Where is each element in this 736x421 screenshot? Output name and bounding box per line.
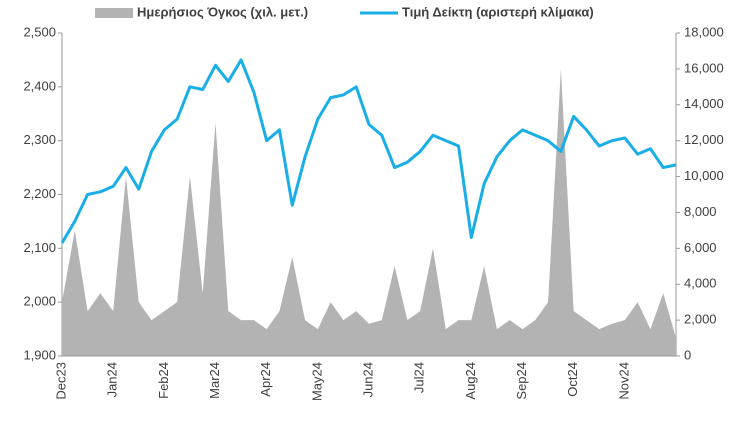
x-tick-label: Jan24 — [105, 362, 120, 397]
x-tick-label: Sep24 — [514, 362, 529, 400]
y-tick-label: 2,400 — [23, 78, 56, 93]
y2-tick-label: 2,000 — [684, 312, 717, 327]
y-tick-label: 1,900 — [23, 347, 56, 362]
y-tick-label: 2,200 — [23, 186, 56, 201]
volume-area — [62, 68, 676, 356]
legend-label: Τιμή Δείκτη (αριστερή κλίμακα) — [402, 4, 594, 19]
x-tick-label: Jun24 — [360, 362, 375, 397]
y2-tick-label: 6,000 — [684, 240, 717, 255]
x-tick-label: May24 — [309, 362, 324, 401]
legend-label: Ημερήσιος Όγκος (χιλ. μετ.) — [137, 4, 308, 19]
x-tick-label: Feb24 — [156, 362, 171, 399]
y-tick-label: 2,500 — [23, 24, 56, 39]
x-tick-label: Apr24 — [258, 362, 273, 397]
x-tick-label: Nov24 — [616, 362, 631, 400]
x-tick-label: Aug24 — [463, 362, 478, 400]
legend-swatch — [95, 8, 133, 18]
y2-tick-label: 12,000 — [684, 132, 724, 147]
index-line — [60, 58, 677, 244]
x-tick-label: Dec23 — [53, 362, 68, 400]
y2-tick-label: 4,000 — [684, 276, 717, 291]
y-tick-label: 2,000 — [23, 294, 56, 309]
y2-tick-label: 16,000 — [684, 60, 724, 75]
y2-tick-label: 18,000 — [684, 24, 724, 39]
y-tick-label: 2,300 — [23, 132, 56, 147]
y-tick-label: 2,100 — [23, 240, 56, 255]
y2-tick-label: 10,000 — [684, 168, 724, 183]
y2-tick-label: 14,000 — [684, 96, 724, 111]
x-tick-label: Jul24 — [412, 362, 427, 393]
x-tick-label: Oct24 — [565, 362, 580, 397]
x-tick-label: Mar24 — [207, 362, 222, 399]
y2-tick-label: 8,000 — [684, 204, 717, 219]
y2-tick-label: 0 — [684, 347, 691, 362]
